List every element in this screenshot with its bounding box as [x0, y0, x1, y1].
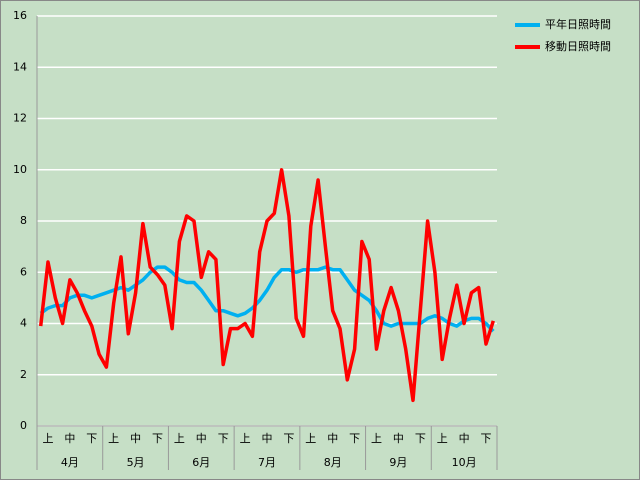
x-tick-label: 中: [130, 432, 141, 445]
y-tick-label: 4: [20, 317, 27, 330]
x-tick-label: 中: [459, 432, 470, 445]
y-tick-label: 10: [13, 163, 27, 176]
x-tick-label: 中: [262, 432, 273, 445]
x-tick-label: 上: [108, 432, 119, 445]
x-tick-label: 下: [86, 432, 97, 445]
y-tick-label: 8: [20, 214, 27, 227]
group-label: 5月: [127, 456, 145, 469]
group-label: 7月: [258, 456, 276, 469]
x-tick-label: 上: [305, 432, 316, 445]
x-tick-label: 上: [42, 432, 53, 445]
y-tick-label: 12: [13, 112, 27, 125]
y-tick-label: 6: [20, 265, 27, 278]
y-tick-label: 2: [20, 368, 27, 381]
x-tick-label: 上: [174, 432, 185, 445]
x-tick-label: 下: [349, 432, 360, 445]
x-tick-label: 中: [64, 432, 75, 445]
x-tick-label: 下: [481, 432, 492, 445]
legend-label: 平年日照時間: [545, 17, 611, 31]
series-line: [38, 168, 495, 403]
x-tick-label: 中: [196, 432, 207, 445]
x-tick-label: 上: [240, 432, 251, 445]
y-tick-label: 14: [13, 60, 27, 73]
legend-label: 移動日照時間: [545, 39, 611, 53]
group-label: 8月: [324, 456, 342, 469]
y-tick-label: 16: [13, 9, 27, 22]
x-tick-label: 下: [283, 432, 294, 445]
group-label: 10月: [452, 456, 477, 469]
x-tick-label: 中: [393, 432, 404, 445]
x-tick-label: 上: [437, 432, 448, 445]
group-label: 4月: [61, 456, 79, 469]
y-tick-label: 0: [20, 419, 27, 432]
x-tick-label: 下: [218, 432, 229, 445]
x-tick-label: 上: [371, 432, 382, 445]
group-label: 9月: [389, 456, 407, 469]
x-tick-label: 下: [415, 432, 426, 445]
x-tick-label: 中: [327, 432, 338, 445]
x-tick-label: 下: [152, 432, 163, 445]
group-label: 6月: [192, 456, 210, 469]
